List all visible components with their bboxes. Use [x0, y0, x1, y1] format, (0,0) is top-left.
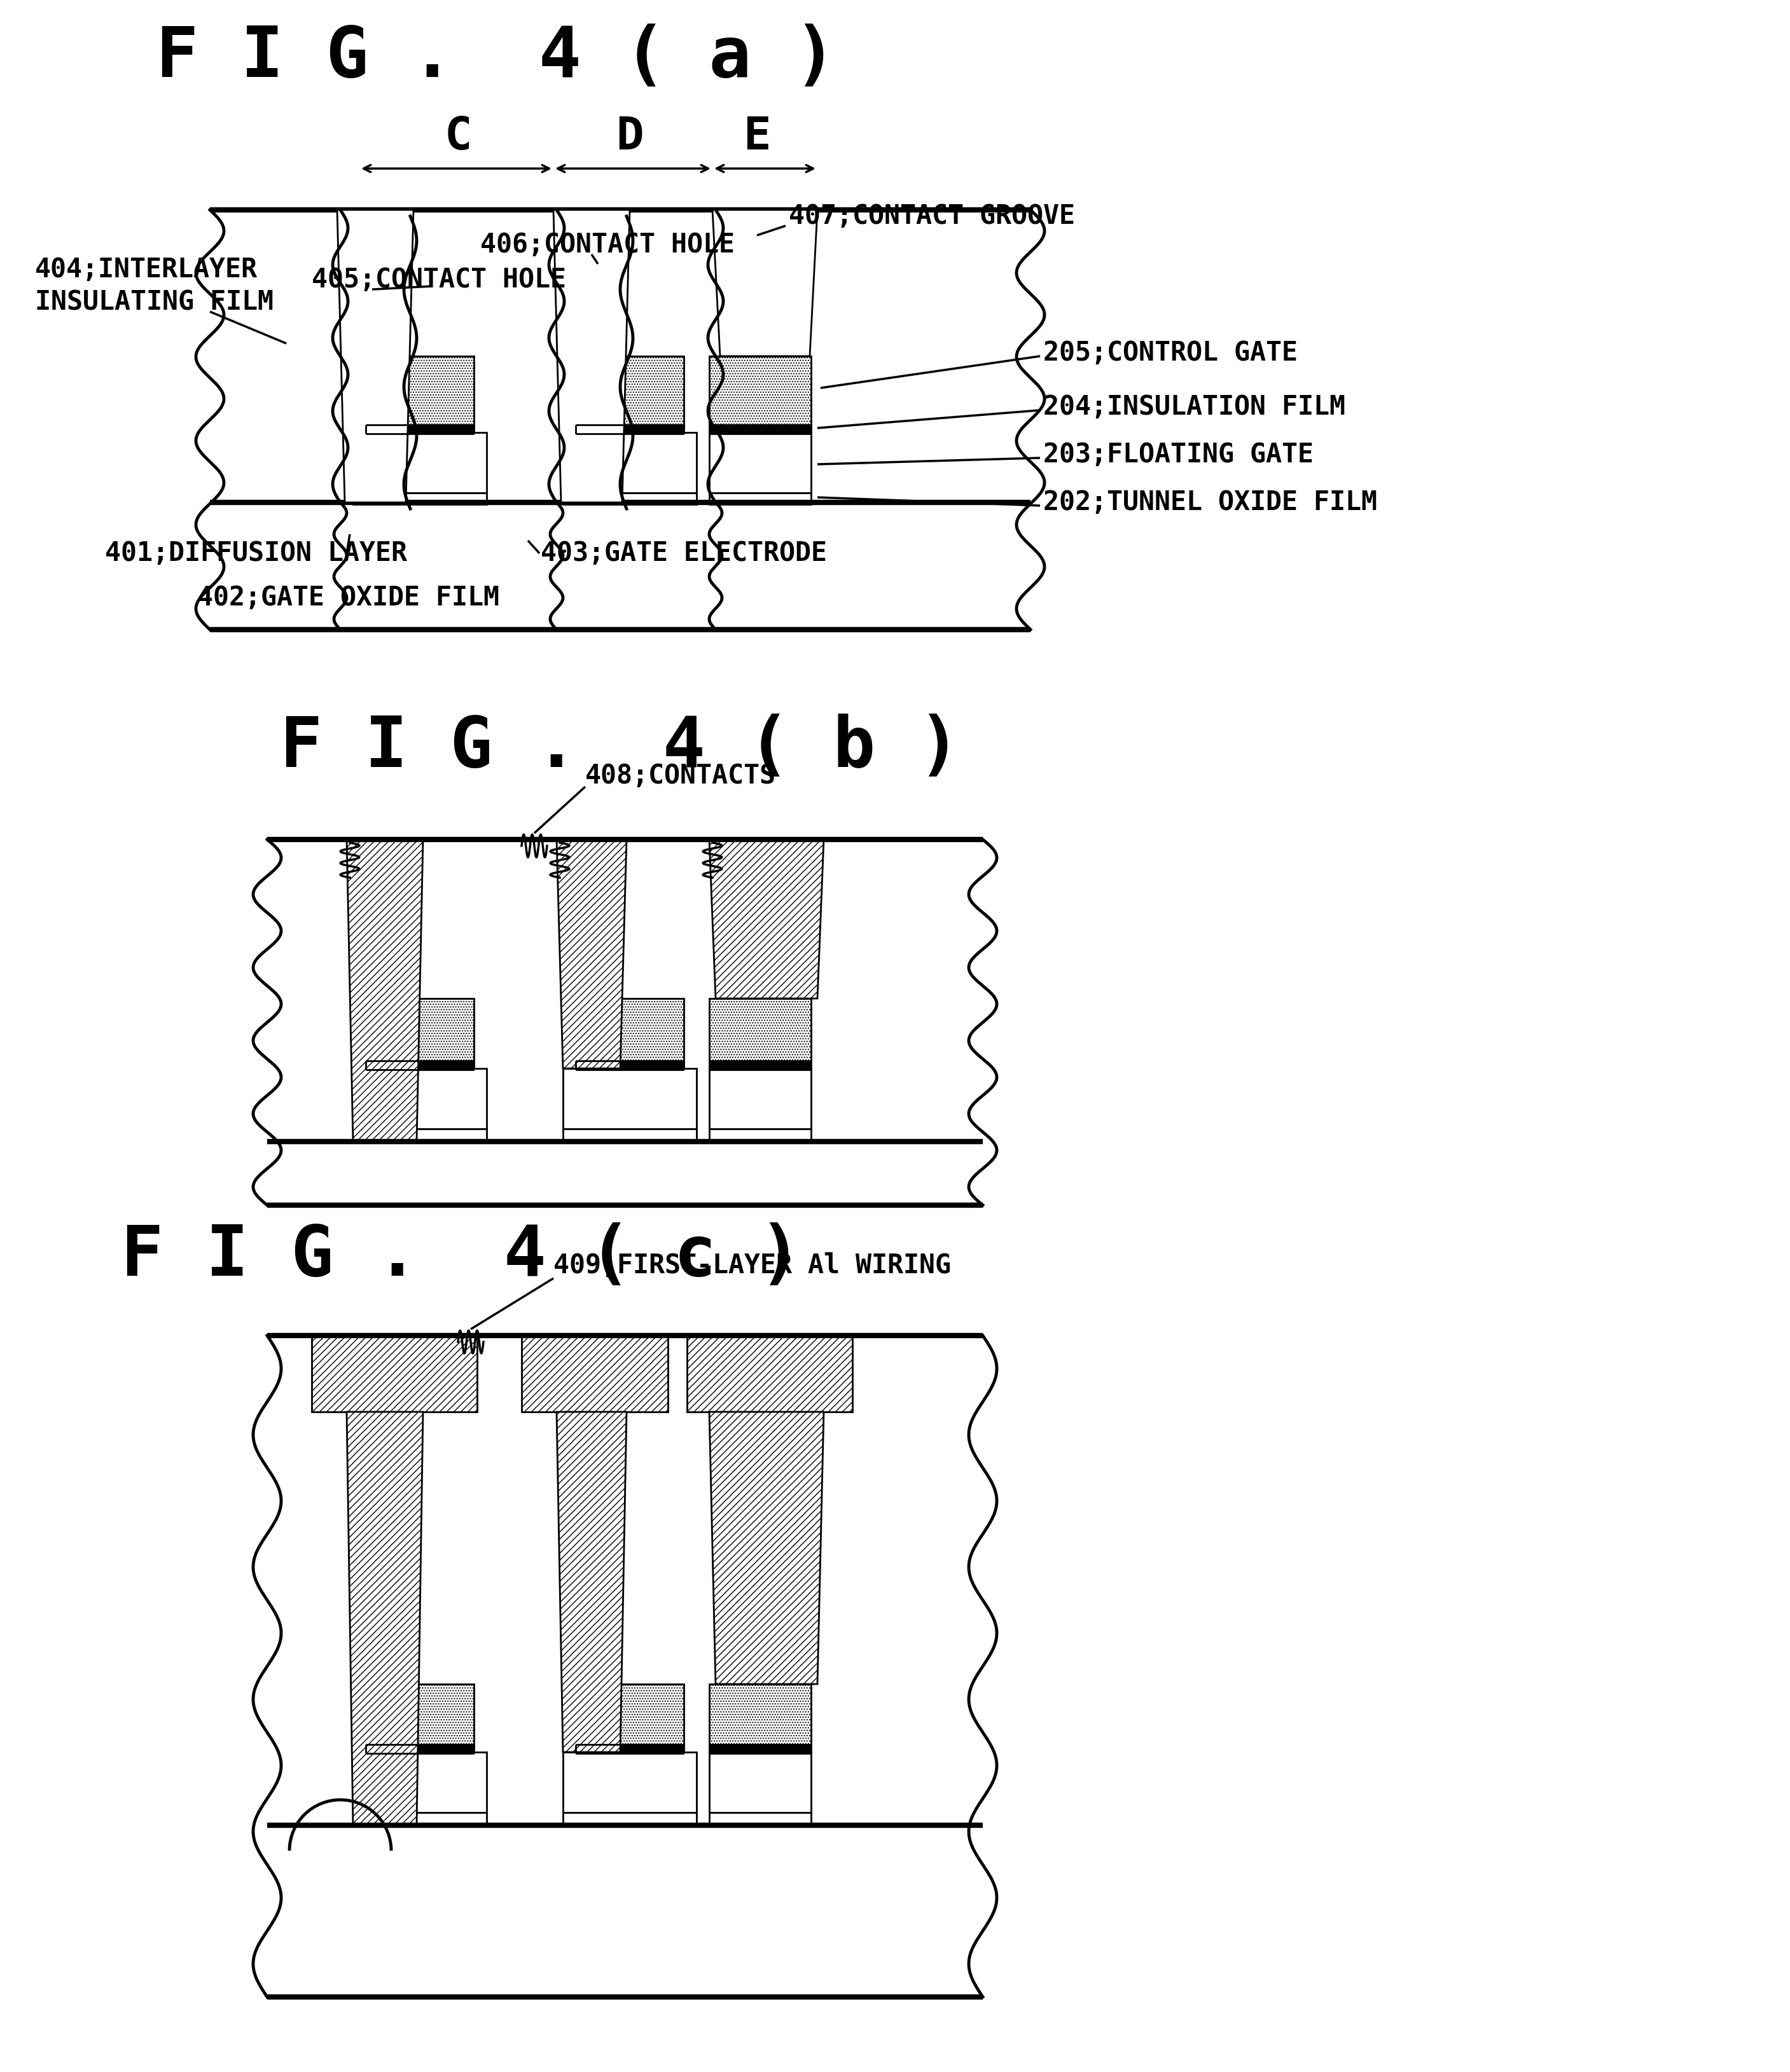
Text: 203;FLOATING GATE: 203;FLOATING GATE	[1044, 441, 1314, 468]
Bar	[709, 1129, 811, 1140]
Text: D: D	[616, 114, 644, 160]
Text: 205;CONTROL GATE: 205;CONTROL GATE	[1044, 340, 1298, 367]
Bar	[709, 493, 811, 503]
Text: E: E	[743, 114, 771, 160]
Text: 401;DIFFUSION LAYER: 401;DIFFUSION LAYER	[106, 541, 406, 566]
Bar	[353, 1753, 487, 1813]
Bar	[709, 356, 811, 427]
Bar	[267, 1336, 983, 1997]
Bar	[353, 1129, 487, 1140]
Bar	[709, 1069, 811, 1129]
Bar	[709, 1745, 811, 1753]
Polygon shape	[337, 209, 413, 501]
Text: 402;GATE OXIDE FILM: 402;GATE OXIDE FILM	[197, 584, 499, 611]
Polygon shape	[347, 839, 422, 1142]
Bar	[365, 1745, 474, 1753]
Bar	[365, 999, 474, 1063]
Bar	[353, 493, 487, 503]
Bar	[576, 356, 684, 427]
Bar	[562, 493, 696, 503]
Text: 403;GATE ELECTRODE: 403;GATE ELECTRODE	[541, 541, 827, 566]
Polygon shape	[709, 839, 823, 999]
Text: 409;FIRST-LAYER Al WIRING: 409;FIRST-LAYER Al WIRING	[553, 1251, 950, 1278]
Polygon shape	[347, 1411, 422, 1825]
Polygon shape	[709, 1411, 823, 1685]
Bar	[311, 1336, 478, 1411]
Bar	[562, 1129, 696, 1140]
Bar	[709, 425, 811, 433]
Text: 406;CONTACT HOLE: 406;CONTACT HOLE	[480, 232, 734, 259]
Bar	[353, 1813, 487, 1823]
Bar	[709, 999, 811, 1063]
Text: F I G .  4 ( a ): F I G . 4 ( a )	[156, 23, 836, 91]
Bar	[562, 1813, 696, 1823]
Polygon shape	[557, 1411, 626, 1753]
Text: 204;INSULATION FILM: 204;INSULATION FILM	[1044, 394, 1346, 421]
Bar	[709, 1753, 811, 1813]
Text: 408;CONTACTS: 408;CONTACTS	[585, 762, 777, 789]
Bar	[576, 425, 684, 433]
Bar	[576, 1745, 684, 1753]
Text: 407;CONTACT GROOVE: 407;CONTACT GROOVE	[789, 203, 1076, 230]
Text: C: C	[444, 114, 473, 160]
Bar	[576, 999, 684, 1063]
Bar	[365, 1061, 474, 1069]
Bar	[365, 1685, 474, 1747]
Polygon shape	[557, 839, 626, 1069]
Bar	[709, 1685, 811, 1747]
Bar	[267, 839, 983, 1206]
Text: 405;CONTACT HOLE: 405;CONTACT HOLE	[311, 267, 566, 292]
Bar	[365, 356, 474, 427]
Bar	[709, 1061, 811, 1069]
Bar	[576, 1061, 684, 1069]
Polygon shape	[553, 209, 630, 501]
Bar	[365, 425, 474, 433]
Bar	[709, 1813, 811, 1823]
Bar	[687, 1336, 852, 1411]
Bar	[709, 433, 811, 493]
Bar	[353, 1069, 487, 1129]
Bar	[562, 1069, 696, 1129]
Bar	[353, 433, 487, 493]
Text: 202;TUNNEL OXIDE FILM: 202;TUNNEL OXIDE FILM	[1044, 489, 1377, 516]
Bar	[209, 209, 1031, 630]
Text: 404;INTERLAYER
INSULATING FILM: 404;INTERLAYER INSULATING FILM	[36, 257, 274, 317]
Bar	[562, 433, 696, 493]
Text: F I G .  4 ( b ): F I G . 4 ( b )	[279, 713, 961, 781]
Bar	[521, 1336, 668, 1411]
Bar	[576, 1685, 684, 1747]
Bar	[562, 1753, 696, 1813]
Text: F I G .  4 ( c ): F I G . 4 ( c )	[122, 1222, 802, 1291]
Polygon shape	[712, 209, 818, 356]
